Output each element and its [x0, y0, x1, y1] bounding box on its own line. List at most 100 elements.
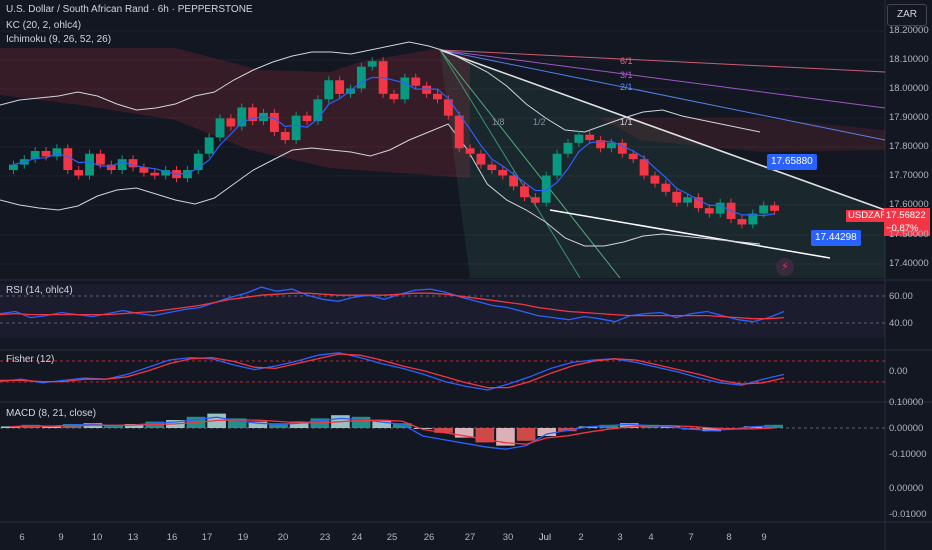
candle-body — [607, 142, 616, 149]
macd-histogram-bar — [227, 418, 247, 428]
candle-body — [41, 151, 51, 157]
candle-body — [182, 170, 192, 179]
time-axis-label: 25 — [386, 532, 398, 543]
candle-body — [302, 115, 312, 122]
ichimoku-indicator-label[interactable]: Ichimoku (9, 26, 52, 26) — [6, 34, 112, 45]
price-axis-label: 18.20000 — [889, 25, 929, 36]
candle-body — [704, 208, 714, 214]
time-axis-label: 27 — [464, 532, 476, 543]
candle-body — [193, 153, 203, 171]
candle-body — [117, 159, 127, 171]
candle-body — [509, 175, 519, 187]
fan-line — [439, 49, 621, 279]
keltner-lower-band — [0, 123, 761, 247]
candle-body — [269, 112, 279, 132]
time-axis-label: 17 — [201, 532, 213, 543]
time-axis-label: 3 — [617, 532, 623, 543]
price-axis-label: 17.50000 — [889, 229, 929, 240]
candle-body — [694, 197, 703, 209]
rsi-pane-title[interactable]: RSI (14, ohlc4) — [6, 285, 73, 296]
candle-body — [748, 213, 758, 225]
fan-line — [439, 49, 886, 73]
candle-body — [639, 159, 649, 176]
macd-histogram-bar — [702, 428, 722, 432]
time-axis-label: 7 — [688, 532, 694, 543]
candle-body — [737, 219, 747, 225]
macd-histogram-bar — [289, 421, 309, 428]
time-axis-label: 4 — [648, 532, 654, 543]
candle-body — [139, 167, 149, 173]
candle-body — [715, 202, 725, 214]
rsi-axis-label: 40.00 — [889, 318, 913, 329]
fan-line — [439, 49, 886, 141]
candle-body — [530, 197, 540, 203]
candle-body — [400, 77, 410, 100]
keltner-indicator-label[interactable]: KC (20, 2, ohlc4) — [6, 20, 82, 31]
macd-histogram-bar — [558, 428, 577, 432]
currency-button[interactable]: ZAR — [887, 4, 927, 26]
candle-body — [52, 148, 62, 157]
macd-histogram-bar — [496, 428, 515, 446]
fan-line — [439, 49, 886, 211]
symbol-title[interactable]: U.S. Dollar / South African Rand · 6h · … — [6, 4, 253, 15]
macd-axis-label: 0.00000 — [889, 483, 924, 494]
macd-signal-line — [10, 419, 774, 445]
candle-body — [661, 183, 671, 192]
macd-line — [10, 416, 774, 450]
fisher-pane-title[interactable]: Fisher (12) — [6, 354, 55, 365]
macd-histogram-bar — [619, 423, 639, 428]
time-axis-label: 13 — [127, 532, 139, 543]
time-axis-label: 10 — [91, 532, 103, 543]
price-change-value: −0.87% — [886, 223, 919, 234]
low-callout: 17.44298 — [811, 230, 861, 246]
time-axis-label: 24 — [351, 532, 363, 543]
macd-histogram-bar — [640, 424, 660, 428]
last-price-tag: 17.56822 −0.87% — [884, 208, 930, 236]
macd-axis-label: 0.00000 — [889, 423, 924, 434]
time-axis-label: 6 — [19, 532, 25, 543]
time-axis-label: 9 — [761, 532, 767, 543]
candle-body — [280, 131, 290, 141]
fan-line — [439, 49, 886, 109]
time-axis-label: 30 — [502, 532, 514, 543]
macd-axis-label: -0.01000 — [889, 509, 927, 520]
candle-body — [454, 115, 464, 149]
candle-body — [759, 205, 769, 214]
fib-label-2-1: 2/1 — [620, 82, 633, 92]
fan-fill — [440, 50, 885, 278]
candle-body — [106, 164, 116, 171]
time-axis-label: 23 — [319, 532, 331, 543]
lightning-alert-icon[interactable]: ⚡ — [776, 258, 794, 276]
symbol-price-tag: USDZAR — [846, 210, 888, 222]
macd-histogram-bar — [351, 416, 371, 428]
candle-body — [465, 148, 475, 154]
candle-body — [596, 140, 606, 149]
time-axis-label: Jul — [538, 532, 552, 543]
macd-pane-title[interactable]: MACD (8, 21, close) — [6, 408, 97, 419]
candle-body — [367, 61, 377, 67]
price-axis-label: 17.70000 — [889, 170, 929, 181]
fan-line — [439, 49, 581, 279]
macd-histogram-bar — [599, 424, 618, 428]
rsi-band — [0, 284, 885, 338]
macd-histogram-bar — [248, 421, 268, 428]
candle-body — [248, 107, 258, 122]
candle-body — [585, 134, 595, 141]
price-axis-label: 17.90000 — [889, 112, 929, 123]
time-axis-label: 2 — [578, 532, 584, 543]
candle-body — [487, 164, 497, 171]
fib-label-3-1: 3/1 — [620, 70, 633, 80]
candle-body — [411, 77, 421, 86]
macd-histogram-bar — [434, 428, 453, 433]
candle-body — [204, 137, 214, 154]
ichimoku-cloud — [0, 48, 470, 178]
price-axis-label: 18.10000 — [889, 54, 929, 65]
keltner-upper-band — [0, 41, 761, 133]
candle-body — [324, 80, 334, 100]
candle-body — [422, 85, 432, 94]
channel-lower-line — [549, 209, 831, 259]
candle-body — [476, 153, 486, 165]
candle-body — [563, 142, 573, 154]
time-axis-label: 20 — [277, 532, 289, 543]
